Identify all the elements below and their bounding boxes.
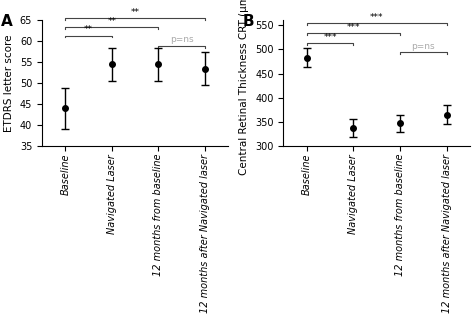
- Text: ***: ***: [323, 33, 337, 42]
- Text: ***: ***: [346, 23, 360, 32]
- Text: B: B: [242, 14, 254, 29]
- Y-axis label: ETDRS letter score: ETDRS letter score: [4, 35, 14, 132]
- Text: **: **: [131, 8, 140, 17]
- Y-axis label: Central Retinal Thickness CRT (µm): Central Retinal Thickness CRT (µm): [239, 0, 249, 175]
- Text: ***: ***: [370, 13, 383, 22]
- Text: **: **: [84, 25, 93, 34]
- Text: p=ns: p=ns: [170, 36, 193, 44]
- Text: p=ns: p=ns: [411, 42, 435, 51]
- Text: A: A: [1, 14, 13, 29]
- Text: **: **: [107, 16, 116, 25]
